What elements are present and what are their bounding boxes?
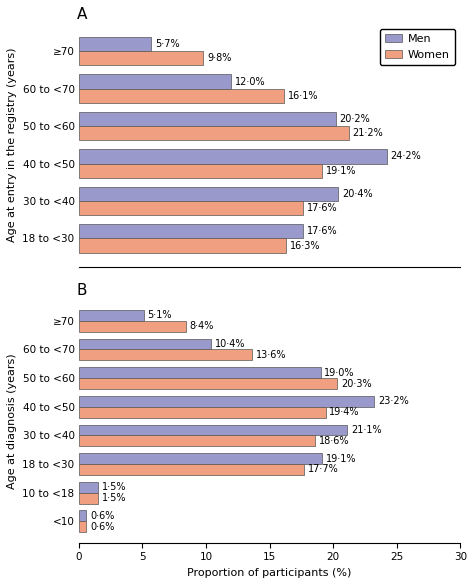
Text: 18·6%: 18·6% (319, 436, 350, 446)
Bar (79, 89, 283, 103)
Text: B: B (77, 283, 87, 298)
Bar (79, 164, 322, 178)
Bar (79, 37, 151, 51)
Text: 9·8%: 9·8% (207, 53, 232, 63)
Text: 19·0%: 19·0% (324, 367, 355, 378)
Text: 17·6%: 17·6% (307, 203, 337, 213)
Text: 13·6%: 13·6% (255, 350, 286, 360)
Text: 19·1%: 19·1% (326, 453, 356, 463)
Bar (79, 51, 203, 66)
Text: 17·6%: 17·6% (307, 226, 337, 236)
Bar (79, 112, 336, 126)
Text: 12·0%: 12·0% (235, 77, 266, 87)
Bar (79, 126, 348, 140)
Text: 19·1%: 19·1% (326, 166, 356, 176)
Bar (79, 407, 326, 418)
Bar (79, 453, 322, 464)
Bar (79, 367, 320, 378)
Text: 5·7%: 5·7% (155, 39, 180, 49)
Text: 20·4%: 20·4% (342, 189, 373, 199)
Text: A: A (77, 7, 87, 22)
Bar (79, 239, 286, 253)
Bar (79, 349, 252, 360)
Y-axis label: Age at diagnosis (years): Age at diagnosis (years) (7, 353, 17, 489)
Text: 1·5%: 1·5% (102, 493, 126, 503)
Bar (79, 511, 86, 521)
Text: 24·2%: 24·2% (391, 152, 421, 161)
Text: 20·3%: 20·3% (341, 378, 372, 388)
Bar (79, 187, 338, 201)
Text: 10·4%: 10·4% (215, 339, 246, 349)
Bar (79, 493, 98, 504)
Text: 1·5%: 1·5% (102, 482, 126, 492)
Bar (79, 396, 374, 407)
Bar (79, 339, 211, 349)
Y-axis label: Age at entry in the registry (years): Age at entry in the registry (years) (7, 47, 17, 242)
Bar (79, 435, 315, 446)
Bar (79, 425, 347, 435)
Text: 5·1%: 5·1% (147, 311, 172, 321)
Text: 16·1%: 16·1% (287, 91, 318, 101)
Text: 23·2%: 23·2% (378, 396, 409, 407)
Legend: Men, Women: Men, Women (380, 29, 455, 66)
Text: 20·2%: 20·2% (339, 114, 370, 124)
Text: 8·4%: 8·4% (190, 321, 214, 331)
Text: 17·7%: 17·7% (308, 464, 338, 474)
Text: 0·6%: 0·6% (90, 511, 115, 521)
Bar (79, 201, 303, 215)
Bar (79, 74, 231, 89)
Bar (79, 224, 303, 239)
Text: 16·3%: 16·3% (290, 240, 320, 250)
Bar (79, 321, 186, 332)
Text: 21·2%: 21·2% (352, 128, 383, 138)
Bar (79, 482, 98, 493)
Bar (79, 464, 304, 475)
Bar (79, 521, 86, 532)
Text: 21·1%: 21·1% (351, 425, 382, 435)
X-axis label: Proportion of participants (%): Proportion of participants (%) (187, 568, 352, 578)
Bar (79, 310, 144, 321)
Bar (79, 149, 387, 164)
Text: 0·6%: 0·6% (90, 522, 115, 532)
Bar (79, 378, 337, 389)
Text: 19·4%: 19·4% (329, 407, 360, 417)
